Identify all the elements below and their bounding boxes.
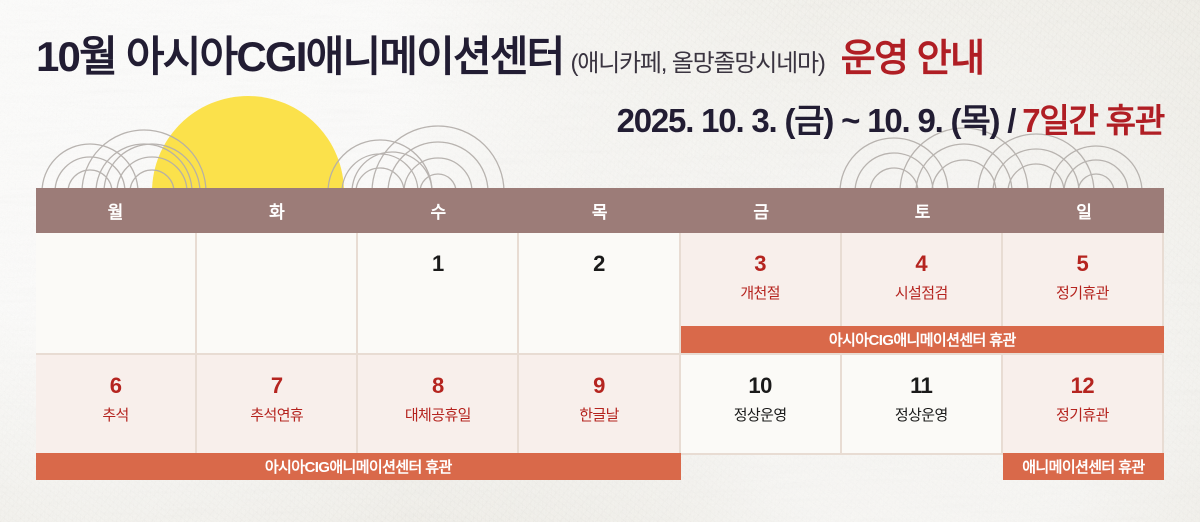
- day-cell[interactable]: 9 한글날: [519, 355, 681, 453]
- day-number: 12: [1070, 373, 1095, 398]
- day-number: 10: [748, 373, 772, 398]
- day-cell[interactable]: 7 추석연휴: [197, 355, 359, 453]
- day-number: 8: [431, 373, 444, 398]
- day-cell[interactable]: 6 추석: [36, 355, 198, 453]
- title-venues-text: (애니카페, 올망졸망시네마): [570, 50, 826, 77]
- day-label: 추석: [102, 407, 129, 424]
- day-label: 시설점검: [894, 285, 948, 302]
- day-number: 9: [593, 373, 605, 398]
- calendar-week-row: 6 추석 7 추석연휴 8 대체공휴일 9 한글날 10 정상운영 11 정상운…: [36, 355, 1164, 480]
- day-cell[interactable]: 2: [519, 233, 681, 353]
- day-number: 11: [910, 373, 933, 398]
- weekday-sat: 토: [843, 188, 1003, 233]
- subtitle-date-range: 2025. 10. 3. (금) ~ 10. 9. (목) /: [616, 102, 1017, 139]
- weekday-fri: 금: [681, 188, 842, 233]
- calendar: 월 화 수 목 금 토 일 1 2 3 개천절 4 시설점검: [36, 188, 1164, 482]
- day-label: 정기휴관: [1056, 407, 1109, 424]
- header: 10월 아시아CGI애니메이션센터 (애니카페, 올망졸망시네마) 운영 안내 …: [0, 0, 1200, 180]
- day-cell[interactable]: [197, 233, 359, 353]
- weekday-wed: 수: [358, 188, 519, 233]
- weekday-thu: 목: [520, 188, 680, 233]
- day-label: 정상운영: [894, 407, 948, 424]
- closure-banner: 애니메이션센터 휴관: [1002, 453, 1164, 480]
- day-number: 1: [431, 251, 444, 276]
- day-number: 3: [754, 251, 766, 276]
- calendar-weekday-header: 월 화 수 목 금 토 일: [36, 188, 1164, 233]
- day-label: 추석연휴: [250, 407, 304, 424]
- day-label: 정상운영: [733, 407, 787, 424]
- title-main-text: 10월 아시아CGI애니메이션센터: [36, 33, 565, 80]
- day-cell[interactable]: 11 정상운영: [841, 355, 1003, 453]
- weekday-tue: 화: [197, 188, 357, 233]
- day-number: 7: [270, 373, 283, 398]
- day-cell[interactable]: 1: [358, 233, 520, 353]
- title-accent-text: 운영 안내: [840, 38, 985, 80]
- closure-banner: 아시아CIG애니메이션센터 휴관: [680, 326, 1164, 353]
- day-cell[interactable]: 12 정기휴관: [1002, 355, 1164, 453]
- day-number: 6: [109, 373, 122, 398]
- day-cell[interactable]: [36, 233, 198, 353]
- weekday-mon: 월: [36, 188, 196, 233]
- day-number: 4: [915, 251, 928, 276]
- day-cell[interactable]: 10 정상운영: [680, 355, 842, 453]
- day-number: 5: [1076, 251, 1089, 276]
- closure-banner: 아시아CIG애니메이션센터 휴관: [36, 453, 681, 480]
- day-cell[interactable]: 8 대체공휴일: [358, 355, 520, 453]
- day-label: 개천절: [740, 285, 780, 302]
- day-label: 정기휴관: [1056, 285, 1109, 302]
- day-label: 대체공휴일: [404, 407, 472, 424]
- page-title: 10월 아시아CGI애니메이션센터 (애니카페, 올망졸망시네마) 운영 안내: [36, 36, 1164, 92]
- weekday-sun: 일: [1004, 188, 1164, 233]
- subtitle: 2025. 10. 3. (금) ~ 10. 9. (목) / 7일간 휴관: [616, 102, 1166, 148]
- day-label: 한글날: [579, 407, 619, 424]
- subtitle-closure: 7일간 휴관: [1022, 102, 1165, 139]
- calendar-week-row: 1 2 3 개천절 4 시설점검 5 정기휴관 아시아CIG애니메이션센터 휴관: [36, 233, 1164, 355]
- day-number: 2: [593, 251, 605, 276]
